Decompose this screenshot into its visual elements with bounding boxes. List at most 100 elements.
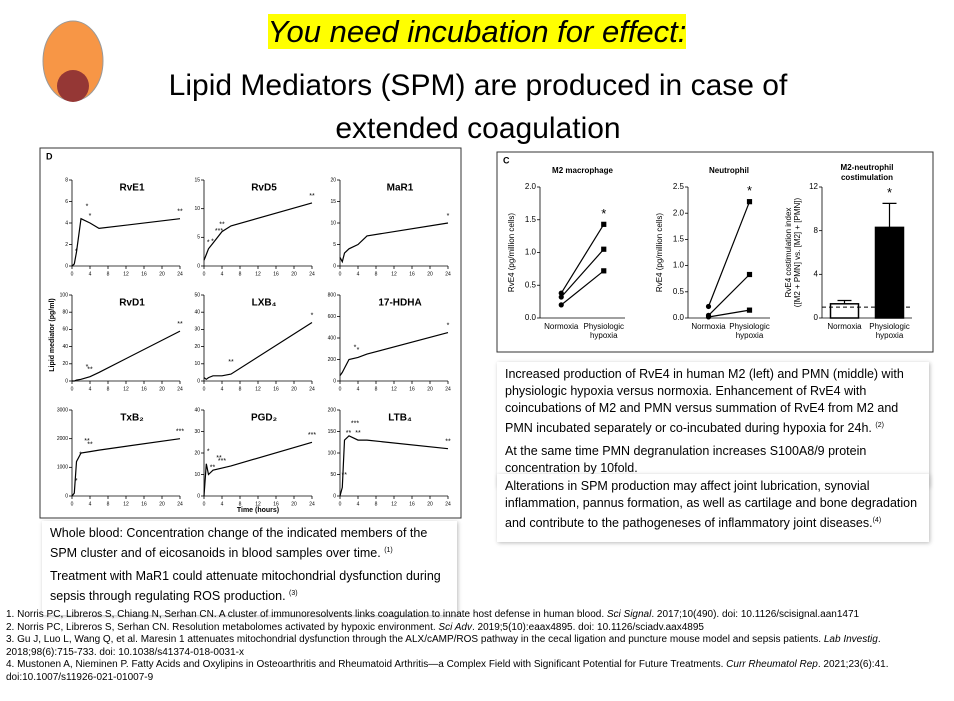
label-box: Physiologic hypoxia: [729, 322, 769, 340]
x-tick-label: 12: [123, 386, 129, 392]
y-axis-label: RvE4 (pg/million cells): [655, 213, 664, 292]
x-tick-label: 0: [203, 386, 206, 392]
note-text: At the same time PMN degranulation incre…: [505, 444, 867, 476]
x-tick-label: 0: [71, 501, 74, 507]
marker: [746, 199, 753, 205]
annotation: *: [311, 312, 314, 319]
y-tick-label: 2000: [57, 436, 68, 442]
annotation: **: [87, 367, 93, 374]
note-paragraph: At the same time PMN degranulation incre…: [505, 443, 921, 477]
y-tick-label: 50: [330, 472, 336, 478]
label-box: Normoxia: [691, 322, 725, 331]
x-tick-label: 12: [123, 271, 129, 277]
y-tick-label: 15: [330, 199, 336, 205]
x-tick-label: 8: [239, 386, 242, 392]
y-tick-label: 1.0: [673, 261, 685, 270]
annotation: ***: [308, 432, 316, 439]
reference: 2. Norris PC, Libreros S, Serhan CN. Res…: [6, 622, 946, 635]
marker: [746, 307, 753, 313]
annotation: **: [342, 472, 348, 479]
icon-dot: [57, 70, 89, 102]
annotation: *: [75, 249, 78, 256]
x-tick-label: 4: [357, 271, 360, 277]
chart-title: TxB₂: [120, 413, 143, 424]
x-tick-label: 12: [123, 501, 129, 507]
y-tick-label: 800: [328, 292, 337, 298]
line: [203, 441, 313, 497]
line: [339, 222, 449, 264]
note-text: Alterations in SPM production may affect…: [505, 479, 918, 531]
x-axis-label: Time (hours): [237, 507, 279, 514]
reference-text: 1. Norris PC, Libreros S, Chiang N, Serh…: [6, 609, 607, 620]
x-tick-label: 12: [255, 501, 261, 507]
error-bar: [882, 202, 897, 228]
marker: [558, 290, 564, 296]
x-tick-label: 20: [427, 386, 433, 392]
y-tick-label: 0: [197, 378, 200, 384]
y-tick-label: 2.5: [673, 182, 685, 191]
y-tick-label: 0.5: [673, 287, 685, 296]
y-tick-label: 5: [197, 235, 200, 241]
y-tick-label: 10: [194, 361, 200, 367]
journal: Lab Investig: [823, 634, 878, 645]
x-tick-label: 0: [203, 271, 206, 277]
x-tick-label: 12: [391, 386, 397, 392]
citation: (2): [875, 422, 884, 429]
marker: [746, 271, 753, 278]
x-tick-label: 20: [159, 271, 165, 277]
annotation: *: [601, 206, 606, 221]
highlight-heading: You need incubation for effect:: [0, 14, 954, 50]
y-tick-label: 0.0: [525, 313, 537, 322]
annotation: ***: [218, 458, 226, 465]
citation: (3): [289, 590, 298, 598]
label-box: Normoxia: [827, 322, 861, 331]
x-tick-label: 20: [427, 501, 433, 507]
x-tick-label: 16: [409, 386, 415, 392]
y-tick-label: 100: [60, 292, 69, 298]
line: [560, 248, 605, 298]
annotation: *: [354, 344, 357, 351]
annotation: **: [445, 439, 451, 446]
note-text: Treatment with MaR1 could attenuate mito…: [50, 569, 441, 604]
x-tick-label: 4: [89, 271, 92, 277]
line: [560, 223, 605, 294]
reference: 3. Gu J, Luo L, Wang Q, et al. Maresin 1…: [6, 634, 946, 659]
bar: [829, 303, 860, 319]
note-paragraph: Treatment with MaR1 could attenuate mito…: [50, 568, 449, 605]
x-tick-label: 4: [89, 386, 92, 392]
references: 1. Norris PC, Libreros S, Chiang N, Serh…: [6, 609, 946, 684]
y-tick-label: 0.0: [673, 313, 685, 322]
line: [707, 201, 751, 307]
x-tick-label: 16: [141, 501, 147, 507]
x-tick-label: 0: [339, 271, 342, 277]
y-axis-label: RvE4 costimulation index: [784, 208, 793, 298]
annotation: **: [346, 430, 352, 437]
x-tick-label: 0: [71, 386, 74, 392]
y-tick-label: 60: [62, 327, 68, 333]
y-axis-label: Lipid mediator (pg/ml): [49, 298, 56, 372]
x-tick-label: 16: [409, 501, 415, 507]
x-tick-label: 8: [107, 386, 110, 392]
reference-details: . 2018;98(6):715-733. doi: 10.1038/s4137…: [6, 634, 881, 658]
y-tick-label: 1000: [57, 465, 68, 471]
x-tick-label: 4: [89, 501, 92, 507]
y-tick-label: 200: [328, 357, 337, 363]
y-tick-label: 150: [328, 429, 337, 435]
reference-details: . 2017;10(490). doi: 10.1126/scisignal.a…: [651, 609, 860, 620]
line: [560, 270, 605, 306]
annotation: *: [211, 239, 214, 246]
reference-text: 3. Gu J, Luo L, Wang Q, et al. Maresin 1…: [6, 634, 824, 645]
y-tick-label: 0: [65, 263, 68, 269]
y-tick-label: 40: [194, 407, 200, 413]
annotation: **: [219, 221, 225, 228]
x-tick-label: 4: [357, 386, 360, 392]
y-tick-label: 10: [330, 220, 336, 226]
chart-title: PGD₂: [251, 413, 277, 424]
citation: (4): [872, 517, 882, 524]
x-tick-label: 24: [309, 501, 315, 507]
y-tick-label: 4: [814, 269, 819, 278]
x-tick-label: 12: [255, 271, 261, 277]
note-paragraph: Increased production of RvE4 in human M2…: [505, 366, 921, 437]
note-paragraph: Alterations in SPM production may affect…: [505, 478, 921, 532]
